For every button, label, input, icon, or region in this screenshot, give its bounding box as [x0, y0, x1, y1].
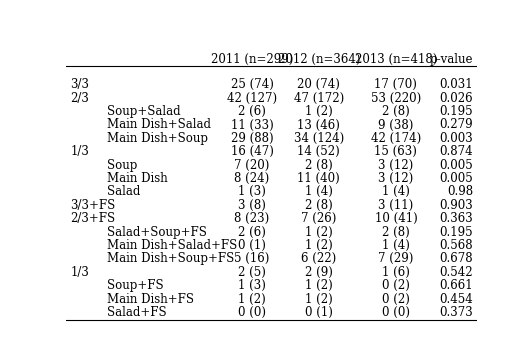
- Text: 2 (8): 2 (8): [305, 199, 333, 212]
- Text: 0.026: 0.026: [439, 92, 473, 105]
- Text: 0.005: 0.005: [439, 159, 473, 172]
- Text: Salad+Soup+FS: Salad+Soup+FS: [107, 226, 207, 239]
- Text: 3 (12): 3 (12): [378, 159, 413, 172]
- Text: 0.903: 0.903: [439, 199, 473, 212]
- Text: 0.568: 0.568: [439, 239, 473, 252]
- Text: 0.195: 0.195: [439, 226, 473, 239]
- Text: 0.874: 0.874: [439, 145, 473, 158]
- Text: Soup: Soup: [107, 159, 138, 172]
- Text: 3/3+FS: 3/3+FS: [70, 199, 116, 212]
- Text: p-value: p-value: [429, 53, 473, 66]
- Text: Main Dish+Soup+FS: Main Dish+Soup+FS: [107, 252, 235, 265]
- Text: 0.678: 0.678: [439, 252, 473, 265]
- Text: 1 (4): 1 (4): [305, 185, 333, 198]
- Text: 53 (220): 53 (220): [371, 92, 421, 105]
- Text: 3 (11): 3 (11): [378, 199, 413, 212]
- Text: 9 (38): 9 (38): [378, 118, 413, 131]
- Text: 47 (172): 47 (172): [294, 92, 344, 105]
- Text: 2011 (n=299): 2011 (n=299): [211, 53, 293, 66]
- Text: 2013 (n=418): 2013 (n=418): [355, 53, 437, 66]
- Text: 0 (1): 0 (1): [305, 306, 333, 319]
- Text: 0.279: 0.279: [439, 118, 473, 131]
- Text: Main Dish+Salad: Main Dish+Salad: [107, 118, 211, 131]
- Text: 1 (4): 1 (4): [382, 239, 410, 252]
- Text: 0 (0): 0 (0): [238, 306, 266, 319]
- Text: 2 (6): 2 (6): [238, 105, 266, 118]
- Text: 0.003: 0.003: [439, 132, 473, 145]
- Text: 1 (4): 1 (4): [382, 185, 410, 198]
- Text: 1 (2): 1 (2): [305, 226, 333, 239]
- Text: 1/3: 1/3: [70, 266, 89, 279]
- Text: 11 (33): 11 (33): [231, 118, 273, 131]
- Text: 42 (127): 42 (127): [227, 92, 277, 105]
- Text: 1 (3): 1 (3): [238, 185, 266, 198]
- Text: 29 (88): 29 (88): [231, 132, 273, 145]
- Text: 0.195: 0.195: [439, 105, 473, 118]
- Text: 2 (8): 2 (8): [382, 105, 410, 118]
- Text: Main Dish: Main Dish: [107, 172, 168, 185]
- Text: 0.363: 0.363: [439, 212, 473, 225]
- Text: 13 (46): 13 (46): [297, 118, 340, 131]
- Text: 0.005: 0.005: [439, 172, 473, 185]
- Text: 16 (47): 16 (47): [231, 145, 273, 158]
- Text: 2 (8): 2 (8): [382, 226, 410, 239]
- Text: 1 (6): 1 (6): [382, 266, 410, 279]
- Text: 34 (124): 34 (124): [294, 132, 344, 145]
- Text: 3 (8): 3 (8): [238, 199, 266, 212]
- Text: 14 (52): 14 (52): [297, 145, 340, 158]
- Text: 2 (9): 2 (9): [305, 266, 333, 279]
- Text: 0 (2): 0 (2): [382, 279, 410, 292]
- Text: 10 (41): 10 (41): [375, 212, 417, 225]
- Text: 7 (26): 7 (26): [301, 212, 337, 225]
- Text: 0.373: 0.373: [439, 306, 473, 319]
- Text: Main Dish+Soup: Main Dish+Soup: [107, 132, 208, 145]
- Text: Main Dish+FS: Main Dish+FS: [107, 292, 195, 306]
- Text: 17 (70): 17 (70): [374, 78, 417, 91]
- Text: 25 (74): 25 (74): [231, 78, 273, 91]
- Text: Salad: Salad: [107, 185, 140, 198]
- Text: 42 (174): 42 (174): [371, 132, 421, 145]
- Text: 0 (1): 0 (1): [238, 239, 266, 252]
- Text: 1 (2): 1 (2): [305, 292, 333, 306]
- Text: 0 (0): 0 (0): [382, 306, 410, 319]
- Text: 1 (3): 1 (3): [238, 279, 266, 292]
- Text: 3/3: 3/3: [70, 78, 90, 91]
- Text: 1 (2): 1 (2): [305, 105, 333, 118]
- Text: 2 (8): 2 (8): [305, 159, 333, 172]
- Text: 3 (12): 3 (12): [378, 172, 413, 185]
- Text: 1/3: 1/3: [70, 145, 89, 158]
- Text: 2012 (n=364): 2012 (n=364): [278, 53, 360, 66]
- Text: 5 (16): 5 (16): [234, 252, 270, 265]
- Text: 0 (2): 0 (2): [382, 292, 410, 306]
- Text: 8 (24): 8 (24): [234, 172, 270, 185]
- Text: 1 (2): 1 (2): [238, 292, 266, 306]
- Text: 2 (6): 2 (6): [238, 226, 266, 239]
- Text: Salad+FS: Salad+FS: [107, 306, 167, 319]
- Text: 20 (74): 20 (74): [297, 78, 340, 91]
- Text: 0.98: 0.98: [447, 185, 473, 198]
- Text: Soup+Salad: Soup+Salad: [107, 105, 181, 118]
- Text: 2/3: 2/3: [70, 92, 89, 105]
- Text: 1 (2): 1 (2): [305, 239, 333, 252]
- Text: 7 (20): 7 (20): [234, 159, 270, 172]
- Text: 0.454: 0.454: [439, 292, 473, 306]
- Text: 2 (5): 2 (5): [238, 266, 266, 279]
- Text: 8 (23): 8 (23): [234, 212, 270, 225]
- Text: 0.542: 0.542: [439, 266, 473, 279]
- Text: 11 (40): 11 (40): [297, 172, 340, 185]
- Text: 0.031: 0.031: [439, 78, 473, 91]
- Text: 2/3+FS: 2/3+FS: [70, 212, 116, 225]
- Text: 6 (22): 6 (22): [301, 252, 337, 265]
- Text: 7 (29): 7 (29): [378, 252, 413, 265]
- Text: Soup+FS: Soup+FS: [107, 279, 164, 292]
- Text: Main Dish+Salad+FS: Main Dish+Salad+FS: [107, 239, 237, 252]
- Text: 1 (2): 1 (2): [305, 279, 333, 292]
- Text: 0.661: 0.661: [439, 279, 473, 292]
- Text: 15 (63): 15 (63): [374, 145, 417, 158]
